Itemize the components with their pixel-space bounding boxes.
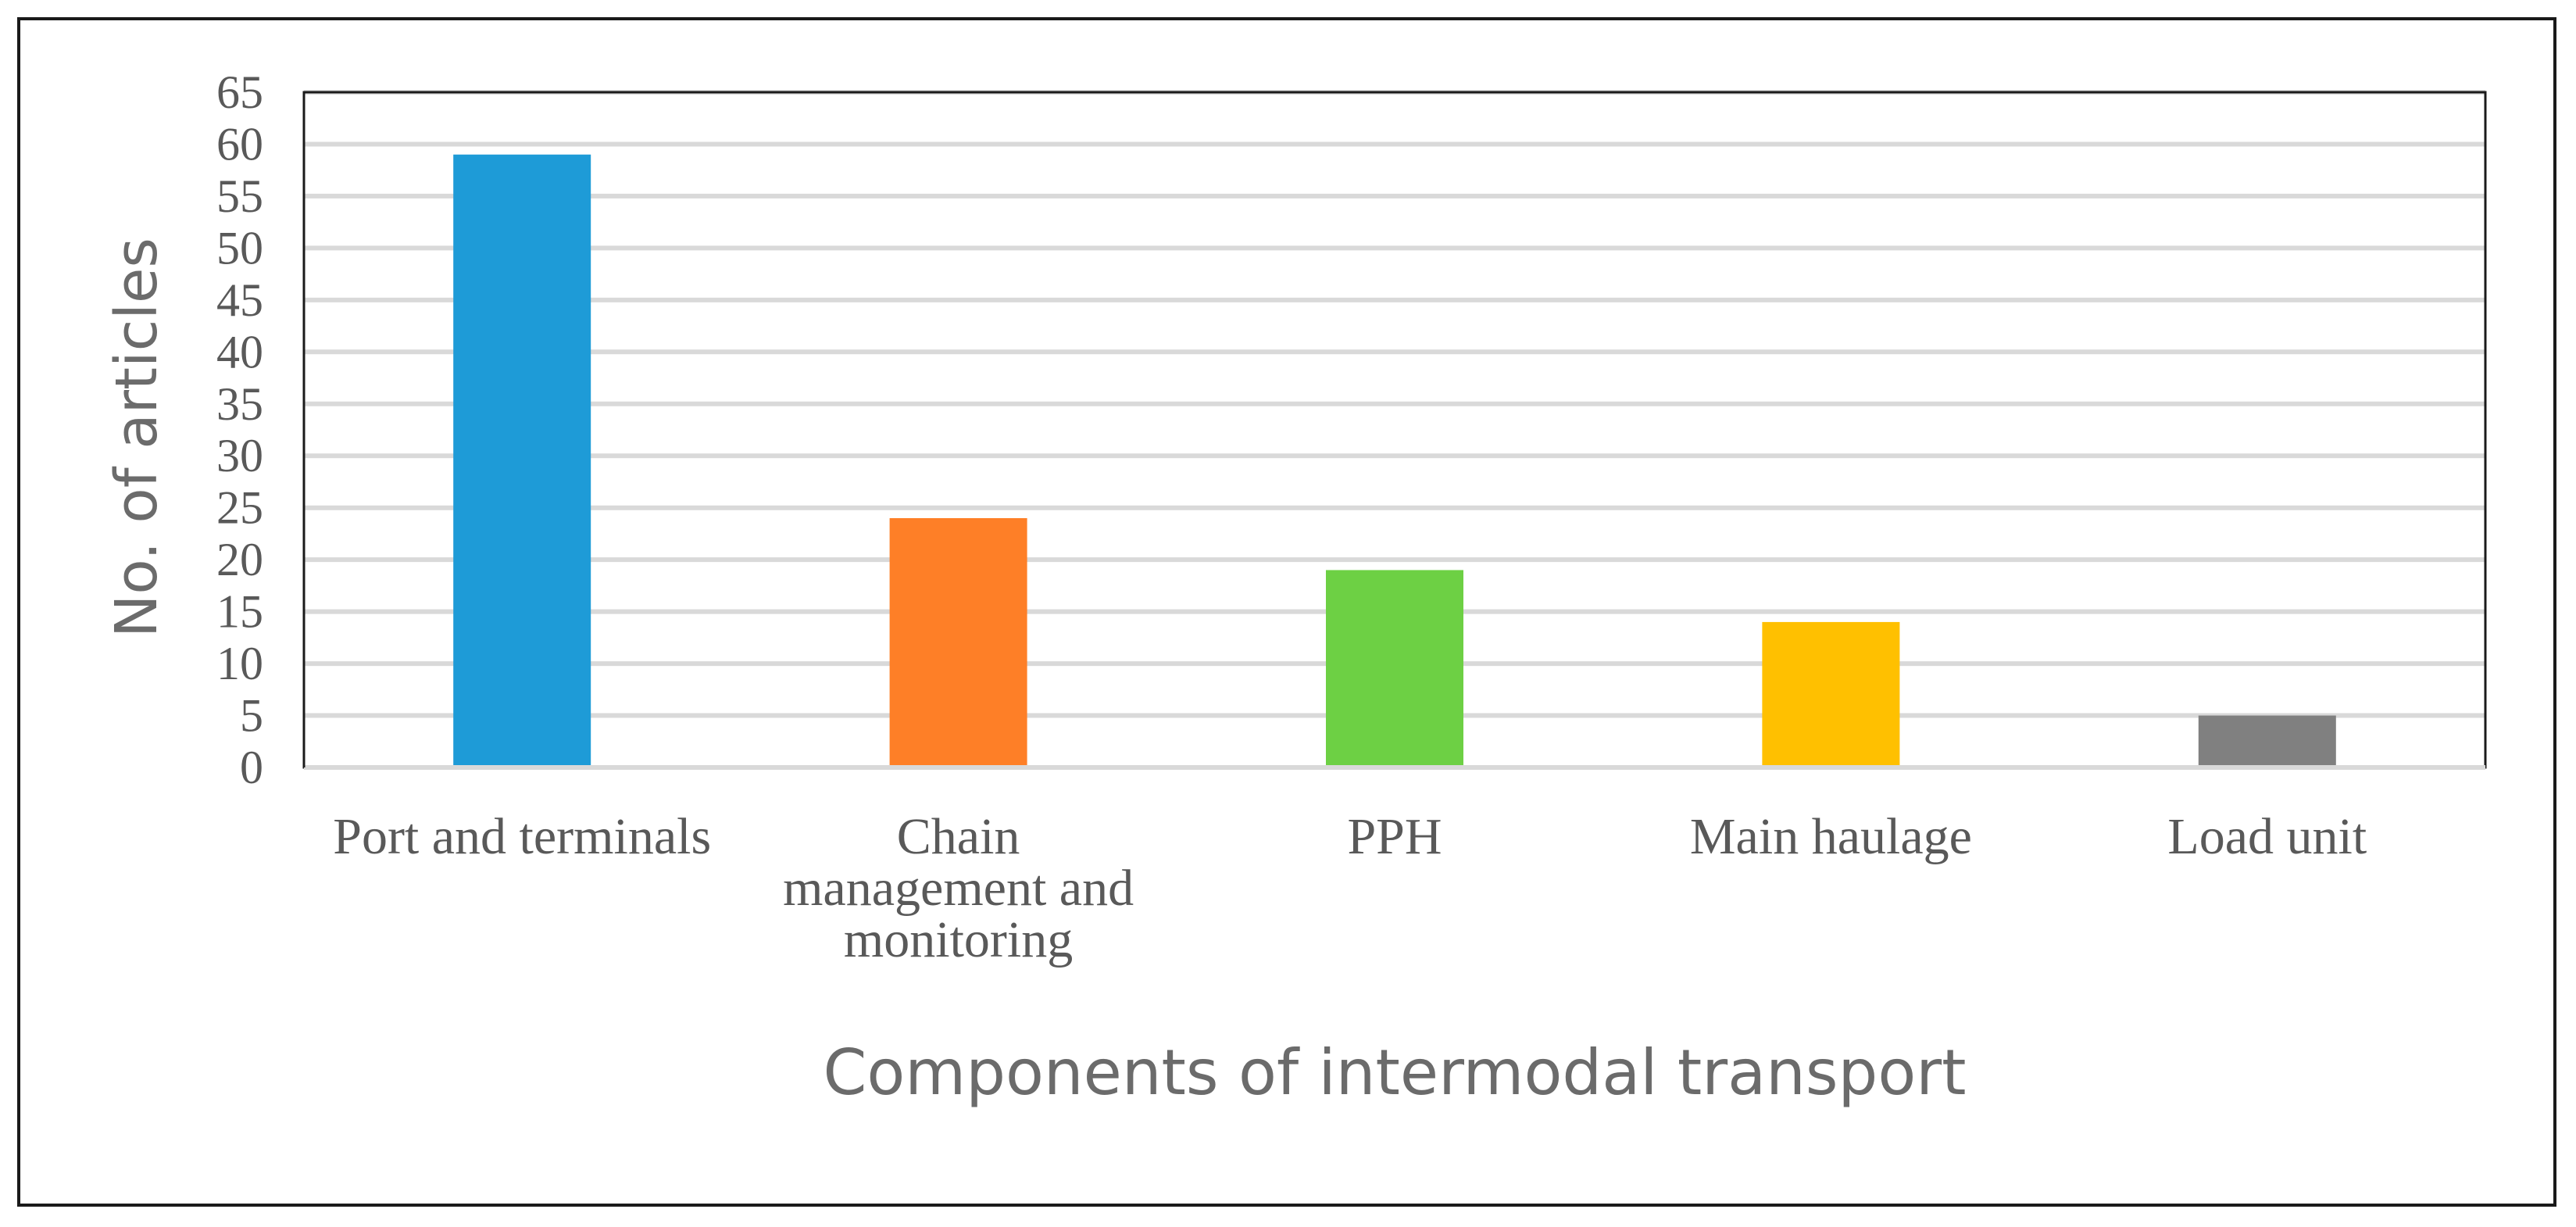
x-category-label: Main haulage: [1690, 808, 1972, 865]
y-tick-label: 25: [216, 482, 263, 534]
x-category-label: Load unit: [2167, 808, 2367, 865]
bar: [1762, 621, 1900, 765]
x-axis-title: Components of intermodal transport: [823, 1036, 1966, 1109]
y-tick-label: 55: [216, 170, 263, 222]
bars: [453, 154, 2336, 765]
bar: [1326, 570, 1463, 765]
y-tick-label: 45: [216, 274, 263, 326]
y-tick-label: 35: [216, 378, 263, 430]
y-tick-label: 20: [216, 534, 263, 585]
y-axis-title: No. of articles: [103, 238, 170, 638]
y-tick-label: 65: [216, 66, 263, 118]
y-tick-label: 5: [240, 690, 263, 742]
bar: [453, 154, 591, 765]
x-category-label: Chain management and monitoring: [783, 808, 1134, 968]
x-category-label: PPH: [1347, 808, 1442, 865]
bar: [889, 517, 1027, 765]
bar: [2198, 715, 2336, 765]
y-tick-label: 30: [216, 430, 263, 481]
axes: [302, 92, 2485, 770]
y-tick-label: 40: [216, 326, 263, 377]
y-tick-label: 50: [216, 222, 263, 274]
y-tick-label: 15: [216, 586, 263, 638]
y-tick-label: 10: [216, 638, 263, 689]
x-category-labels: Port and terminals Chain management and mon…: [333, 808, 2367, 968]
y-tick-label: 60: [216, 118, 263, 170]
x-category-label: Port and terminals: [333, 808, 711, 865]
y-tick-label: 0: [240, 742, 263, 793]
